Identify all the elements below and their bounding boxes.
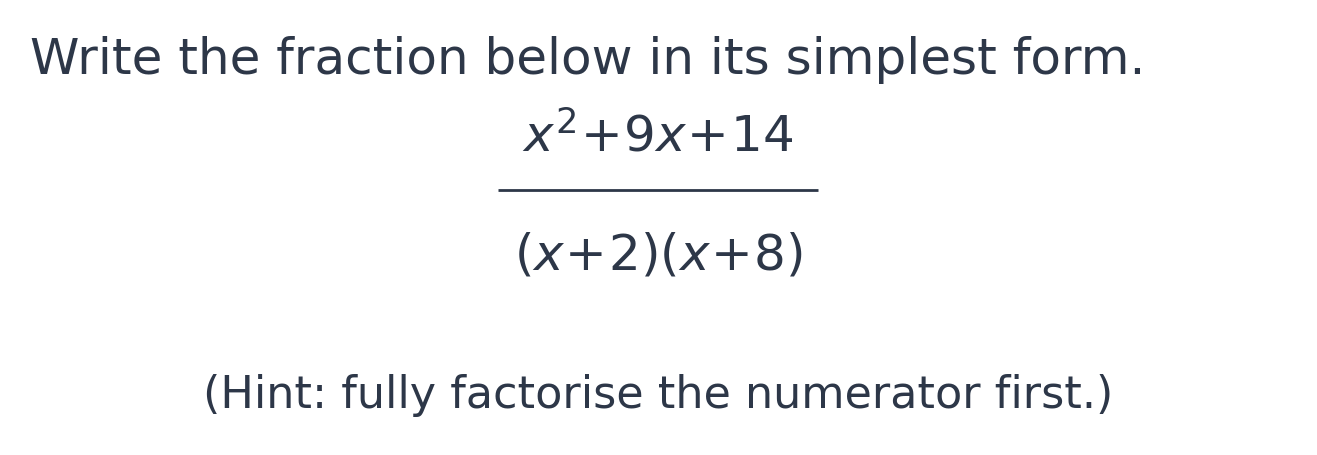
Text: $(x\!+\!2)(x\!+\!8)$: $(x\!+\!2)(x\!+\!8)$ [514, 231, 802, 278]
Text: (Hint: fully factorise the numerator first.): (Hint: fully factorise the numerator fir… [203, 374, 1113, 417]
Text: Write the fraction below in its simplest form.: Write the fraction below in its simplest… [30, 36, 1146, 84]
Text: $x^2\!+\!9x\!+\!14$: $x^2\!+\!9x\!+\!14$ [523, 112, 794, 161]
